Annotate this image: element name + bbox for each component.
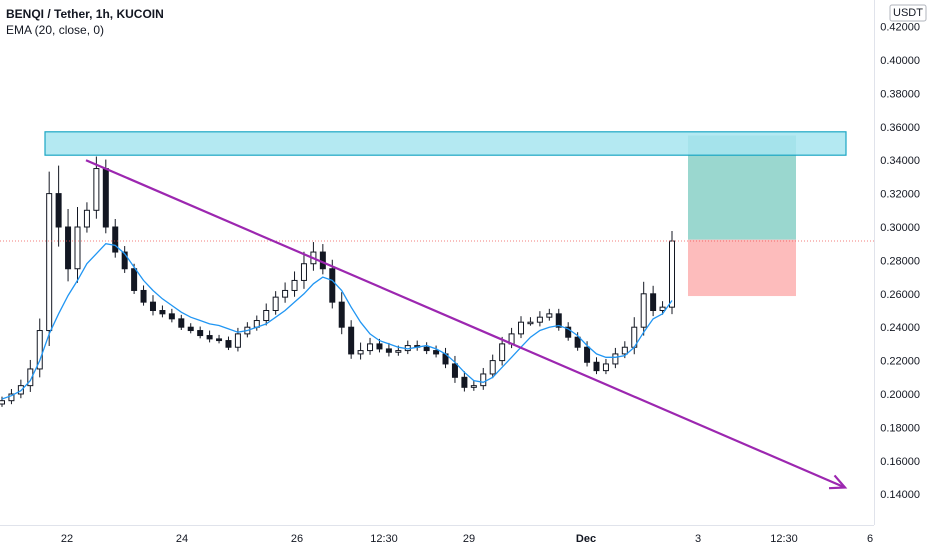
candle-body — [602, 363, 609, 372]
candle-body — [640, 293, 647, 328]
candle-body — [187, 326, 194, 332]
candle-body — [489, 360, 496, 375]
candle-body — [621, 346, 628, 355]
stop-loss-zone — [688, 239, 796, 297]
y-tick-label: 0.42000 — [880, 22, 920, 34]
candle-body — [357, 350, 364, 355]
candle-body — [272, 296, 279, 312]
y-tick-label: 0.34000 — [880, 155, 920, 167]
trendline-arrowhead — [828, 474, 848, 490]
descending-trendline — [85, 159, 846, 489]
y-tick-label: 0.16000 — [880, 456, 920, 468]
candle-body — [263, 310, 270, 322]
candle-body — [282, 289, 289, 298]
candle-body — [574, 336, 581, 348]
x-tick-label: 24 — [176, 533, 188, 545]
candle-body — [140, 289, 147, 303]
candle-body — [659, 306, 666, 312]
candle-body — [329, 268, 336, 303]
y-tick-label: 0.32000 — [880, 189, 920, 201]
ema-line — [1, 242, 673, 400]
x-tick-label: 29 — [463, 533, 475, 545]
candle-body — [46, 193, 53, 332]
x-tick-label: 26 — [291, 533, 303, 545]
candle-body — [338, 301, 345, 328]
x-tick-label: Dec — [576, 533, 596, 545]
price-axis — [874, 0, 932, 550]
candle-body — [395, 350, 402, 353]
candle-body — [197, 330, 204, 337]
candle-body — [348, 326, 355, 355]
candle-body — [55, 193, 62, 228]
y-tick-label: 0.38000 — [880, 88, 920, 100]
x-tick-label: 3 — [695, 533, 701, 545]
candle-body — [300, 263, 307, 281]
candle-body — [367, 343, 374, 352]
candle-body — [612, 353, 619, 365]
currency-label: USDT — [893, 7, 923, 19]
candle-body — [527, 321, 534, 325]
candle-body — [555, 313, 562, 328]
y-tick-label: 0.20000 — [880, 389, 920, 401]
candle-body — [423, 346, 430, 352]
candle-body — [291, 279, 298, 291]
y-tick-label: 0.28000 — [880, 255, 920, 267]
candle-body — [518, 321, 525, 335]
candle-body — [83, 209, 90, 228]
candle-body — [385, 348, 392, 353]
candle-body — [584, 346, 591, 363]
y-tick-label: 0.40000 — [880, 55, 920, 67]
candle-body — [546, 313, 553, 318]
candle-body — [65, 226, 72, 270]
candle-body — [650, 293, 657, 311]
candle-body — [536, 316, 543, 323]
candle-body — [565, 326, 572, 338]
candle-body — [234, 333, 241, 348]
currency-box — [889, 4, 927, 22]
x-tick-label: 6 — [867, 533, 873, 545]
candle-body — [206, 335, 213, 340]
candle-body — [8, 393, 15, 402]
candle-body — [36, 330, 43, 370]
y-tick-label: 0.30000 — [880, 222, 920, 234]
candle-body — [461, 376, 468, 388]
candle-body — [159, 310, 166, 315]
candle-body — [93, 168, 100, 211]
indicator-legend: EMA (20, close, 0) — [6, 23, 105, 37]
candle-body — [178, 318, 185, 328]
y-tick-label: 0.22000 — [880, 356, 920, 368]
candle-body — [225, 340, 232, 348]
candle-body — [451, 363, 458, 378]
candle-body — [74, 226, 81, 270]
candle-body — [149, 301, 156, 311]
y-tick-label: 0.14000 — [880, 489, 920, 501]
candle-body — [216, 338, 223, 342]
candle-body — [470, 385, 477, 388]
candle-body — [168, 313, 175, 320]
candle-body — [0, 400, 5, 405]
candle-body — [112, 226, 119, 253]
resistance-zone — [44, 131, 847, 156]
candle-body — [102, 168, 109, 228]
candle-body — [593, 361, 600, 372]
x-tick-label: 12:30 — [770, 533, 798, 545]
candle-body — [376, 343, 383, 350]
candle-body — [121, 251, 128, 270]
y-tick-label: 0.36000 — [880, 122, 920, 134]
y-tick-label: 0.26000 — [880, 289, 920, 301]
candle-body — [131, 268, 138, 291]
symbol-title: BENQI / Tether, 1h, KUCOIN — [6, 7, 164, 21]
candle-body — [669, 240, 675, 308]
candle-body — [433, 350, 440, 355]
candle-body — [499, 343, 506, 362]
y-tick-label: 0.18000 — [880, 422, 920, 434]
x-tick-label: 22 — [61, 533, 73, 545]
y-tick-label: 0.24000 — [880, 322, 920, 334]
candle-body — [27, 368, 34, 387]
x-tick-label: 12:30 — [370, 533, 398, 545]
candle-body — [480, 373, 487, 387]
